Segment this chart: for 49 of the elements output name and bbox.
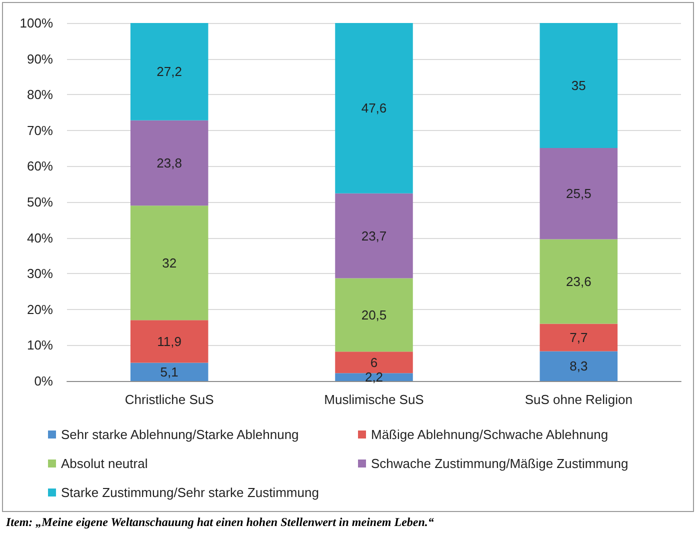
bar xyxy=(335,193,413,278)
bar xyxy=(540,239,618,324)
bar xyxy=(130,362,208,381)
bar xyxy=(540,23,618,148)
y-tick-label: 20% xyxy=(26,302,54,317)
bar xyxy=(130,206,208,320)
y-tick-label: 90% xyxy=(26,51,54,66)
data-label: 35 xyxy=(571,78,586,93)
bar xyxy=(335,278,413,352)
y-tick-label: 70% xyxy=(26,122,54,138)
x-tick-label: Muslimische SuS xyxy=(324,392,424,407)
y-tick-label: 0% xyxy=(34,374,54,388)
data-label: 27,2 xyxy=(156,64,182,80)
data-label: 8,3 xyxy=(570,358,588,374)
data-label: 25,5 xyxy=(566,186,592,202)
data-label: 47,6 xyxy=(361,100,387,116)
data-label: 5,1 xyxy=(160,364,178,380)
bar xyxy=(130,120,208,206)
y-tick-label: 30% xyxy=(26,266,54,282)
bar xyxy=(130,23,208,120)
text: Item: „Meine eigene Weltanschauung hat einen hohen Stellenwert in meinem Leben.“ xyxy=(6,515,434,530)
data-label: 7,7 xyxy=(570,330,588,346)
legend-label: Starke Zustimmung/Sehr starke Zustimmung xyxy=(61,485,319,500)
y-tick-label: 40% xyxy=(26,230,54,246)
data-label: 23,7 xyxy=(361,228,387,244)
bar xyxy=(540,324,618,352)
y-tick-label: 10% xyxy=(26,338,54,353)
legend-label: Mäßige Ablehnung/Schwache Ablehnung xyxy=(371,427,608,442)
y-tick-label: 100% xyxy=(20,16,54,30)
legend-label: Schwache Zustimmung/Mäßige Zustimmung xyxy=(371,456,628,471)
bar xyxy=(335,352,413,374)
y-tick-label: 60% xyxy=(26,158,54,174)
bar xyxy=(130,320,208,363)
data-label: 23,8 xyxy=(156,155,182,170)
bar xyxy=(335,23,413,194)
y-tick-label: 80% xyxy=(26,87,54,102)
bar xyxy=(540,351,618,381)
data-label: 11,9 xyxy=(157,334,182,349)
data-label: 2,2 xyxy=(364,370,384,385)
legend-label: Absolut neutral xyxy=(61,456,148,471)
legend-label: Sehr starke Ablehnung/Starke Ablehnung xyxy=(61,427,299,442)
x-tick-label: Christliche SuS xyxy=(124,392,214,407)
data-label: 20,5 xyxy=(361,307,387,322)
data-label: 6 xyxy=(370,354,378,370)
x-tick-label: SuS ohne Religion xyxy=(524,392,633,407)
data-label: 32 xyxy=(162,255,177,270)
bar xyxy=(540,148,618,240)
y-tick-label: 50% xyxy=(26,194,54,210)
data-label: 23,6 xyxy=(566,274,592,289)
